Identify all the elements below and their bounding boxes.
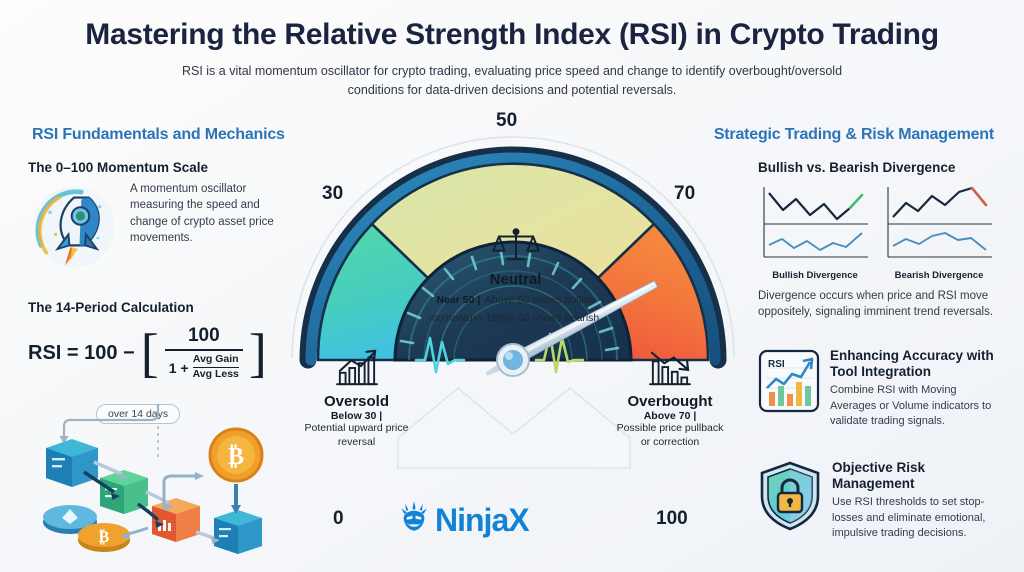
formula-avg-loss: Avg Less xyxy=(192,368,239,381)
calculation-block: The 14-Period Calculation RSI = 100 − [ … xyxy=(28,300,298,381)
fraction-bar xyxy=(164,349,243,351)
page-title: Mastering the Relative Strength Index (R… xyxy=(85,18,939,51)
formula-numerator: 100 xyxy=(187,325,220,346)
page-subtitle: RSI is a vital momentum oscillator for c… xyxy=(181,64,843,97)
rocket-icon xyxy=(28,181,120,273)
rsi-gauge: Neutral Near 50 | Above 50 shows bullish… xyxy=(278,108,748,529)
risk-management-title: Objective Risk Management xyxy=(832,460,926,492)
calculation-title: The 14-Period Calculation xyxy=(28,300,194,315)
formula-denominator-one: 1 + xyxy=(168,359,189,376)
brand-name: NinjaX xyxy=(435,502,530,538)
right-column-heading: Strategic Trading & Risk Management xyxy=(713,126,994,143)
svg-text:₿: ₿ xyxy=(228,444,244,470)
divergence-body: Divergence occurs when price and RSI mov… xyxy=(758,290,994,319)
svg-text:₿: ₿ xyxy=(99,528,110,546)
gauge-tick-0: 0 xyxy=(333,508,344,529)
formula-left-side: RSI = 100 − xyxy=(28,341,135,364)
sub-fraction-bar xyxy=(192,366,239,369)
gauge-tick-30: 30 xyxy=(322,183,344,204)
bullish-divergence-caption: Bullish Divergence xyxy=(772,270,858,281)
gauge-tick-70: 70 xyxy=(674,183,696,204)
bracket-open-icon: [ xyxy=(140,322,159,383)
tool-integration-body: Combine RSI with Moving Averages or Volu… xyxy=(830,384,992,427)
shield-lock-icon xyxy=(758,460,822,532)
divergence-block: Bullish vs. Bearish Divergence Bullish D… xyxy=(758,160,996,320)
ninja-mask-icon xyxy=(398,500,430,541)
rsi-formula: RSI = 100 − [ 100 1 + Avg Gain Avg Less … xyxy=(28,325,298,381)
tool-integration-title: Enhancing Accuracy with Tool Integration xyxy=(830,348,994,380)
bearish-divergence-caption: Bearish Divergence xyxy=(894,270,984,281)
risk-management-body: Use RSI thresholds to set stop-losses an… xyxy=(832,496,986,539)
momentum-scale-block: The 0–100 Momentum Scale xyxy=(28,160,293,273)
momentum-scale-title: The 0–100 Momentum Scale xyxy=(28,160,209,175)
gauge-tick-50: 50 xyxy=(496,110,518,131)
divergence-title: Bullish vs. Bearish Divergence xyxy=(758,160,956,175)
momentum-scale-body: A momentum oscillator measuring the spee… xyxy=(130,183,274,244)
brand-logo: NinjaX xyxy=(398,500,530,541)
crypto-flow-diagram: ₿ ₿ xyxy=(18,400,293,570)
svg-text:RSI: RSI xyxy=(768,359,785,370)
rsi-chart-icon: RSI xyxy=(758,348,820,414)
risk-management-block: Objective Risk Management Use RSI thresh… xyxy=(758,460,996,541)
bracket-close-icon: ] xyxy=(248,322,267,383)
left-column-heading: RSI Fundamentals and Mechanics xyxy=(32,126,285,143)
gauge-tick-100: 100 xyxy=(656,508,688,529)
bullish-divergence-chart: Bullish Divergence xyxy=(758,183,872,281)
bearish-divergence-chart: Bearish Divergence xyxy=(882,183,996,281)
formula-avg-gain: Avg Gain xyxy=(192,353,239,365)
tool-integration-block: RSI Enhancing Accuracy with Tool Integra… xyxy=(758,348,996,429)
